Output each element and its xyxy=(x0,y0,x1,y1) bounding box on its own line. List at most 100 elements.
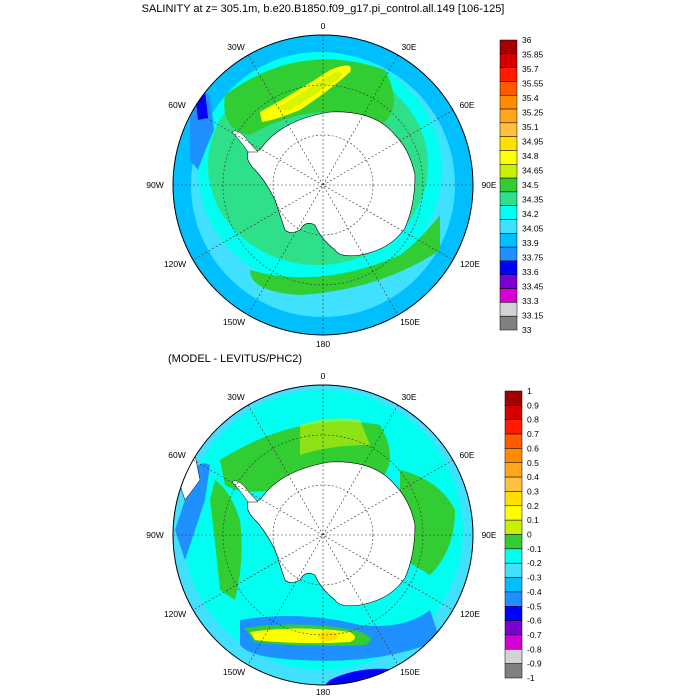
top-colorbar: 36 35.85 35.7 35.55 35.4 35.25 35.1 34.95 34.8 34… xyxy=(499,35,544,335)
bottom-colorbar-label: 0.2 xyxy=(527,501,539,511)
top-colorbar-label: 35.25 xyxy=(522,108,544,118)
bottom-colorbar-swatch xyxy=(504,649,523,664)
bottom-colorbar-swatch xyxy=(504,663,523,679)
top-colorbar-swatch xyxy=(499,219,518,234)
bottom-colorbar-label: 0.4 xyxy=(527,472,539,482)
bottom-colorbar-swatch xyxy=(504,390,523,406)
bottom-lon-90w: 90W xyxy=(146,530,163,540)
top-colorbar-label: 33.9 xyxy=(522,238,539,248)
bottom-map-border xyxy=(172,384,474,686)
bottom-colorbar-swatch xyxy=(504,462,523,478)
bottom-colorbar-swatch xyxy=(504,548,523,564)
top-colorbar-swatch xyxy=(499,122,518,137)
top-colorbar-swatch xyxy=(499,136,518,151)
bottom-colorbar-label: -1 xyxy=(527,673,535,683)
bottom-lon-150w: 150W xyxy=(223,667,245,677)
top-colorbar-swatch xyxy=(499,274,518,289)
bottom-colorbar-swatch xyxy=(504,634,523,650)
top-colorbar-swatch xyxy=(499,177,518,193)
bottom-colorbar-label: 0.9 xyxy=(527,400,539,410)
bottom-lon-60w: 60W xyxy=(168,450,185,460)
bottom-colorbar-label: 0.1 xyxy=(527,515,539,525)
top-colorbar-swatch xyxy=(499,67,518,82)
top-colorbar-swatch xyxy=(499,94,518,110)
bottom-lon-60e: 60E xyxy=(459,450,474,460)
top-colorbar-label: 35.1 xyxy=(522,122,539,132)
bottom-lon-120e: 120E xyxy=(460,609,480,619)
bottom-lon-180: 180 xyxy=(316,687,330,697)
top-colorbar-label: 33.3 xyxy=(522,296,539,306)
top-colorbar-label: 35.4 xyxy=(522,93,539,103)
top-colorbar-label: 33 xyxy=(522,325,532,335)
top-colorbar-swatch xyxy=(499,150,518,165)
bottom-colorbar-label: 0.8 xyxy=(527,415,539,425)
top-lon-60e: 60E xyxy=(459,100,474,110)
top-colorbar-label: 35.7 xyxy=(522,64,539,74)
top-colorbar-label: 33.45 xyxy=(522,282,544,292)
bottom-colorbar-label: -0.5 xyxy=(527,601,542,611)
top-lon-0: 0 xyxy=(321,21,326,31)
top-colorbar-swatch xyxy=(499,233,518,248)
top-colorbar-swatch xyxy=(499,81,518,96)
top-lon-150w: 150W xyxy=(223,317,245,327)
top-colorbar-swatch xyxy=(499,302,518,317)
top-map-panel: SALINITY at z= 305.1m, b.e20.B1850.f09_g… xyxy=(142,3,544,349)
top-graticule xyxy=(173,35,473,335)
top-colorbar-label: 36 xyxy=(522,35,532,45)
bottom-colorbar-swatch xyxy=(504,419,523,435)
top-lon-180: 180 xyxy=(316,339,330,349)
bottom-colorbar-swatch xyxy=(504,519,523,535)
top-colorbar-label: 34.2 xyxy=(522,209,539,219)
top-salinity-field xyxy=(173,35,473,335)
bottom-colorbar-swatch xyxy=(504,491,523,507)
bottom-colorbar-label: -0.1 xyxy=(527,544,542,554)
bottom-colorbar-swatch xyxy=(504,562,523,578)
top-colorbar-label: 34.65 xyxy=(522,166,544,176)
top-colorbar-swatch xyxy=(499,53,518,68)
top-colorbar-swatch xyxy=(499,260,518,276)
top-colorbar-label: 34.8 xyxy=(522,151,539,161)
bottom-colorbar-swatch xyxy=(504,433,523,449)
top-colorbar-swatch xyxy=(499,164,518,179)
bottom-colorbar-label: 0.7 xyxy=(527,429,539,439)
top-colorbar-label: 33.15 xyxy=(522,311,544,321)
bottom-colorbar-swatch xyxy=(504,591,523,607)
bottom-lon-150e: 150E xyxy=(400,667,420,677)
bottom-colorbar-label: 0 xyxy=(527,530,532,540)
bottom-map-panel: (MODEL - LEVITUS/PHC2) xyxy=(146,353,542,697)
top-lon-90w: 90W xyxy=(146,180,163,190)
top-colorbar-label: 33.6 xyxy=(522,267,539,277)
bottom-lon-120w: 120W xyxy=(164,609,186,619)
top-colorbar-label: 33.75 xyxy=(522,253,544,263)
bottom-colorbar-label: -0.3 xyxy=(527,573,542,583)
bottom-colorbar-label: -0.8 xyxy=(527,644,542,654)
bottom-colorbar-swatch xyxy=(504,620,523,636)
bottom-colorbar-label: -0.9 xyxy=(527,659,542,669)
top-lon-30e: 30E xyxy=(401,42,416,52)
bottom-lon-30w: 30W xyxy=(227,392,244,402)
top-lon-120e: 120E xyxy=(460,259,480,269)
bottom-colorbar-label: -0.6 xyxy=(527,616,542,626)
top-colorbar-label: 34.95 xyxy=(522,137,544,147)
top-colorbar-swatch xyxy=(499,39,518,55)
top-panel-title: SALINITY at z= 305.1m, b.e20.B1850.f09_g… xyxy=(142,3,505,15)
bottom-anomaly-field xyxy=(173,385,473,685)
bottom-colorbar-swatch xyxy=(504,534,523,550)
bottom-colorbar-label: -0.7 xyxy=(527,630,542,640)
bottom-colorbar-swatch xyxy=(504,405,523,420)
top-lon-90e: 90E xyxy=(481,180,496,190)
top-colorbar-swatch xyxy=(499,288,518,303)
top-lon-60w: 60W xyxy=(168,100,185,110)
top-colorbar-label: 34.5 xyxy=(522,180,539,190)
bottom-colorbar: 1 0.9 0.8 0.7 0.6 0.5 0.4 0.3 0.2 0.1 0 -0.1 -0.2 -0.… xyxy=(504,386,542,683)
top-lon-30w: 30W xyxy=(227,42,244,52)
top-lon-120w: 120W xyxy=(164,259,186,269)
bottom-colorbar-label: 0.3 xyxy=(527,486,539,496)
bottom-colorbar-label: 0.5 xyxy=(527,458,539,468)
top-colorbar-label: 35.55 xyxy=(522,79,544,89)
bottom-lon-30e: 30E xyxy=(401,392,416,402)
top-colorbar-swatch xyxy=(499,205,518,220)
bottom-lon-0: 0 xyxy=(321,371,326,381)
top-lon-150e: 150E xyxy=(400,317,420,327)
